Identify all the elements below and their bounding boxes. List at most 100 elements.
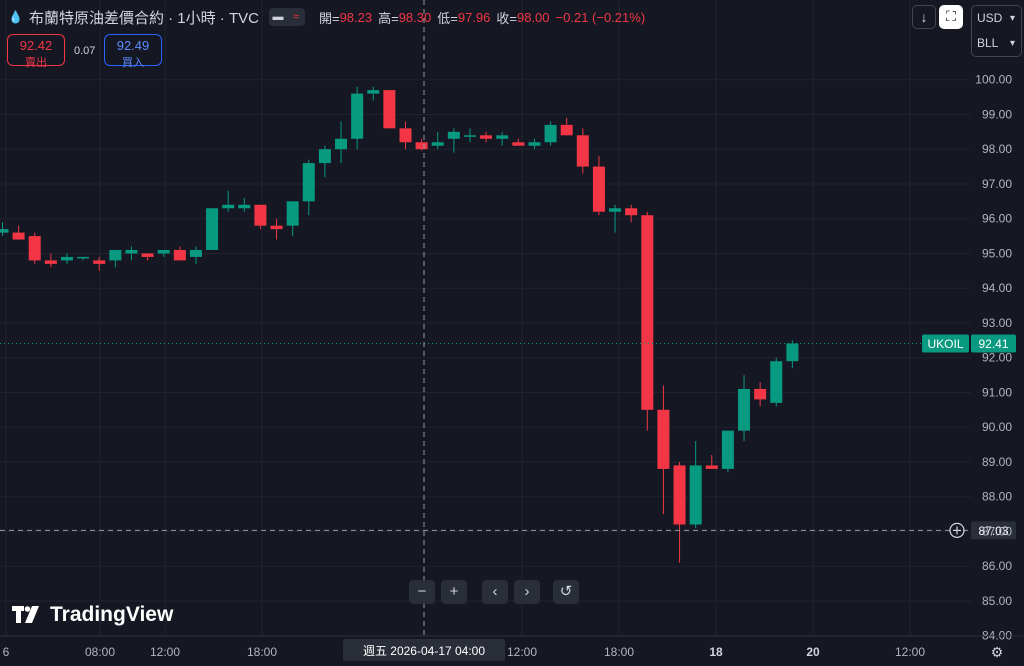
chevron-down-icon: ▾ [1009, 38, 1015, 49]
price-tick-label: 85.00 [982, 594, 1012, 608]
open-label: 開= [318, 10, 340, 26]
candle-body [254, 204, 267, 226]
candle-body [302, 163, 315, 202]
low-value: 97.96 [457, 9, 491, 25]
gear-icon[interactable]: ⚙ [990, 644, 1004, 660]
plus-circle-icon [949, 522, 965, 539]
price-tick-label: 99.00 [982, 107, 1012, 121]
sell-button[interactable]: 92.42 賣出 [7, 34, 65, 69]
crosshair-price-label: 87.03 [978, 524, 1008, 538]
symbol-legend: 💧 布蘭特原油差價合約 · 1小時 · TVC ▬ ≈ 開= 98.23 高= 98.… [8, 6, 645, 28]
candle-body [173, 249, 186, 261]
candle-body [447, 131, 460, 139]
candle-body [738, 388, 751, 431]
symbol-label-box [922, 334, 969, 353]
symbol-label: UKOIL [927, 337, 963, 351]
tradingview-logo-icon [12, 606, 39, 623]
candle-body [335, 138, 348, 150]
download-icon[interactable]: ↓ [912, 5, 936, 29]
time-tick-label: 18:00 [247, 645, 277, 659]
candle-body [415, 142, 428, 150]
last-price-box [971, 334, 1016, 353]
fullscreen-icon[interactable]: ⛶ [939, 5, 963, 29]
time-tick-label: 12:00 [150, 645, 180, 659]
currency-unit-selector[interactable]: USD ▾ BLL ▾ [971, 5, 1022, 57]
symbol-title[interactable]: 布蘭特原油差價合約 · 1小時 · TVC [28, 9, 259, 27]
candle-body [286, 201, 299, 226]
reset-chart-button[interactable]: ↺ [553, 580, 579, 604]
candle-body [270, 225, 283, 230]
water-drop-icon: 💧 [8, 10, 23, 24]
currency-select[interactable]: USD ▾ [972, 6, 1021, 31]
logo-text: TradingView [50, 603, 174, 626]
time-axis[interactable]: 6 08:00 12:00 18:00 12:00 18:00 18 20 12:00 [0, 635, 1024, 659]
high-value: 98.30 [398, 9, 432, 25]
zoom-in-button[interactable]: + [441, 580, 467, 604]
candle-body [77, 256, 90, 259]
price-tick-label: 96.00 [982, 212, 1012, 226]
tradingview-logo[interactable]: TradingView [12, 603, 173, 627]
price-tick-label: 95.00 [982, 246, 1012, 260]
spread-value: 0.07 [74, 45, 96, 57]
price-tick-label: 97.00 [982, 177, 1012, 191]
price-tick-label: 88.00 [982, 490, 1012, 504]
crosshair-time-box [343, 639, 505, 661]
candle-body [754, 388, 767, 400]
price-tick-label: 98.00 [982, 142, 1012, 156]
time-tick-label: 18 [709, 645, 723, 659]
time-tick-label: 08:00 [85, 645, 115, 659]
candle-body [318, 149, 331, 164]
candle-body [592, 166, 605, 212]
low-label: 低= [437, 10, 458, 26]
price-tick-label: 94.00 [982, 281, 1012, 295]
price-tick-label: 100.00 [975, 73, 1012, 87]
candle-body [399, 128, 412, 143]
zoom-out-button[interactable]: − [409, 580, 435, 604]
candle-body [673, 465, 686, 525]
candle-body [721, 430, 734, 469]
candle-body [60, 256, 73, 261]
price-tick-label: 87.00 [982, 524, 1012, 538]
time-tick-label: 12:00 [895, 645, 925, 659]
wave-icon[interactable]: ≈ [292, 11, 299, 23]
time-tick-label: 18:00 [604, 645, 634, 659]
scroll-left-button[interactable]: ‹ [482, 580, 508, 604]
candle-body [383, 90, 396, 129]
candle-body [625, 208, 638, 216]
buy-label: 買入 [122, 57, 144, 69]
crosshair-time-label: 週五 2026-04-17 04:00 [363, 644, 485, 658]
legend-toggle[interactable]: ▬ ≈ [268, 8, 305, 26]
price-tick-label: 91.00 [982, 385, 1012, 399]
last-price-label: 92.41 [978, 337, 1008, 351]
scroll-right-button[interactable]: › [514, 580, 540, 604]
candle-body [641, 215, 654, 410]
candle-body [141, 253, 154, 257]
candle-body [351, 93, 364, 139]
candles [0, 86, 799, 563]
candle-body [93, 260, 106, 264]
unit-select[interactable]: BLL ▾ [972, 31, 1021, 56]
close-label: 收= [496, 10, 517, 26]
buy-price: 92.49 [116, 38, 150, 53]
time-tick-label: 6 [3, 645, 10, 659]
price-axis[interactable]: 100.00 99.00 98.00 97.00 96.00 95.00 94.00 93.0… [975, 73, 1012, 643]
candle-body [496, 135, 509, 139]
crosshair-price-box [971, 521, 1016, 540]
currency-value: USD [977, 11, 1003, 25]
price-tick-label: 92.00 [982, 351, 1012, 365]
candle-body [125, 249, 138, 254]
high-label: 高= [378, 10, 399, 26]
candle-body [657, 409, 670, 469]
time-tick-label: 12:00 [507, 645, 537, 659]
close-value: 98.00 [516, 9, 550, 25]
candle-body [480, 135, 493, 139]
buy-button[interactable]: 92.49 買入 [104, 34, 162, 69]
hide-legend-icon[interactable]: ▬ [272, 11, 284, 23]
unit-value: BLL [977, 36, 999, 50]
candle-body [222, 204, 235, 209]
price-tick-label: 86.00 [982, 559, 1012, 573]
candle-body [770, 361, 783, 403]
candle-body [0, 229, 9, 233]
candle-body [157, 249, 170, 254]
